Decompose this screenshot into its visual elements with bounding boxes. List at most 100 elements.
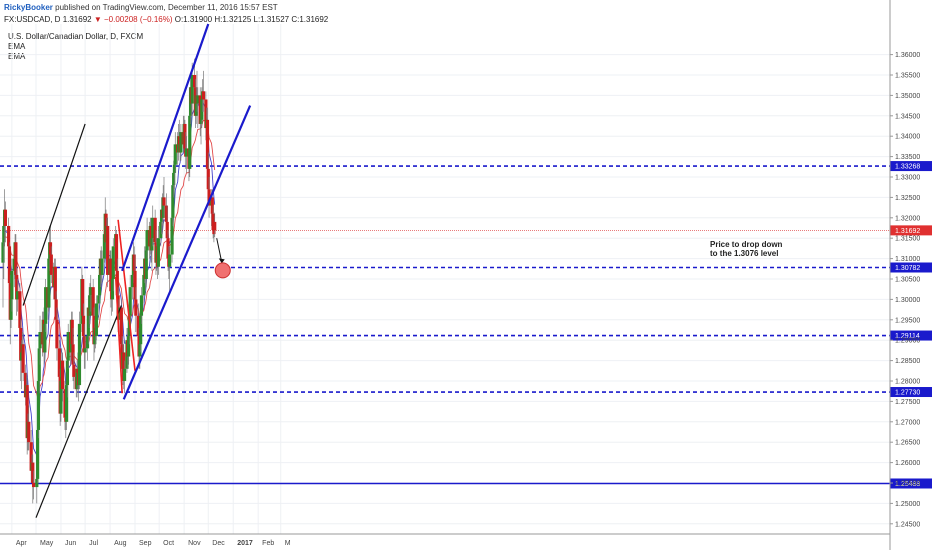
candle-bull: [15, 291, 20, 300]
candle-bear: [212, 230, 216, 235]
candle-bull: [161, 197, 165, 218]
candle-bear: [53, 266, 57, 300]
candle-bear: [31, 462, 35, 483]
open-value: O:1.31900: [174, 15, 213, 24]
candle-bull: [12, 258, 16, 271]
candle-bull: [145, 230, 149, 251]
candle-bull: [19, 352, 24, 361]
candle-bull: [194, 95, 198, 116]
candle-bear: [48, 242, 53, 255]
candle-bull: [173, 144, 177, 165]
candle-bull: [142, 274, 146, 296]
candle-bull: [190, 75, 194, 104]
candle-bull: [10, 270, 14, 300]
candle-bull: [122, 368, 127, 381]
level-badge-label: 1.33268: [895, 164, 920, 171]
target-arrow-head: [218, 258, 225, 264]
symbol-label: FX:USDCAD, D: [4, 15, 61, 24]
candle-bear: [7, 246, 12, 284]
candle-bear: [164, 205, 169, 222]
close-value: C:1.31692: [291, 15, 329, 24]
candle-bear: [115, 270, 119, 296]
candle-bear: [54, 299, 58, 320]
candle-bull: [35, 478, 39, 488]
candle-bull: [1, 242, 5, 263]
x-tick-label: 2017: [237, 540, 253, 547]
x-tick-label: May: [40, 540, 54, 547]
candle-bull: [94, 303, 98, 337]
x-tick-label: Apr: [16, 540, 28, 547]
y-tick-label: 1.27000: [895, 419, 920, 426]
candle-bear: [76, 368, 80, 373]
y-tick-label: 1.26000: [895, 460, 920, 467]
y-tick-label: 1.28000: [895, 379, 920, 386]
candle-bear: [183, 123, 187, 149]
indicator-ema-fast[interactable]: EMA: [8, 42, 26, 51]
y-tick-label: 1.24500: [895, 521, 920, 528]
candle-bear: [72, 364, 76, 377]
y-tick-label: 1.28500: [895, 358, 920, 365]
candle-bull: [89, 287, 93, 296]
candle-bear: [132, 254, 136, 271]
indicator-ema-slow[interactable]: EMA: [8, 52, 26, 61]
level-badge-label: 1.25488: [895, 481, 920, 488]
annotation-line-1: Price to drop down: [710, 240, 783, 249]
candle-bull: [102, 234, 107, 259]
trendline-black: [35, 305, 122, 518]
current-price-label: 1.31692: [895, 228, 920, 235]
x-tick-label: Dec: [212, 540, 225, 547]
trendlines: [22, 23, 252, 518]
y-tick-label: 1.31500: [895, 236, 920, 243]
level-badge-label: 1.27730: [895, 390, 920, 397]
trendline-blue: [121, 23, 210, 272]
candle-bear: [18, 291, 22, 328]
candle-bull: [65, 360, 69, 386]
annotations: [214, 238, 231, 279]
candle-bull: [188, 115, 192, 169]
candle-bear: [122, 352, 126, 381]
candle-bear: [213, 221, 217, 231]
x-tick-label: M: [285, 540, 291, 547]
candle-bear: [27, 421, 31, 443]
candles: [1, 58, 217, 504]
candle-bull: [128, 287, 132, 316]
publisher-name[interactable]: RickyBooker: [4, 3, 53, 12]
candle-bull: [85, 336, 90, 349]
y-tick-label: 1.32500: [895, 195, 920, 202]
candle-bull: [168, 254, 172, 267]
candle-bull: [179, 132, 183, 153]
candle-bear: [19, 327, 23, 361]
candle-bear: [55, 319, 59, 349]
candle-bear: [192, 75, 197, 88]
y-tick-label: 1.33500: [895, 154, 920, 161]
candle-bull: [144, 250, 148, 279]
candle-bull: [170, 217, 174, 255]
candle-bear: [60, 360, 65, 390]
candle-bull: [75, 368, 79, 390]
y-tick-label: 1.25500: [895, 481, 920, 488]
candle-bear: [3, 209, 8, 226]
candle-bear: [205, 119, 210, 169]
candle-bull: [66, 332, 70, 361]
low-value: L:1.31527: [253, 15, 290, 24]
level-badge: [890, 387, 932, 398]
level-badge-label: 1.29114: [895, 333, 920, 340]
candle-bull: [88, 295, 92, 316]
candle-bear: [29, 442, 33, 471]
y-tick-label: 1.34000: [895, 134, 920, 141]
change-value: −0.00208 (−0.16%): [104, 15, 173, 24]
candle-bull: [156, 238, 160, 267]
candle-bull: [36, 381, 41, 430]
x-tick-label: Feb: [262, 540, 274, 547]
publisher-line: RickyBooker published on TradingView.com…: [4, 3, 278, 12]
candle-bull: [199, 119, 203, 124]
y-tick-label: 1.30000: [895, 297, 920, 304]
candle-bull: [9, 299, 13, 320]
candle-bear: [49, 254, 53, 275]
candle-bear: [201, 91, 206, 100]
annotation-line-2: to the 1.3076 level: [710, 249, 779, 258]
last-price: 1.31692: [62, 15, 92, 24]
price-target-annotation: Price to drop down to the 1.3076 level: [710, 240, 782, 258]
